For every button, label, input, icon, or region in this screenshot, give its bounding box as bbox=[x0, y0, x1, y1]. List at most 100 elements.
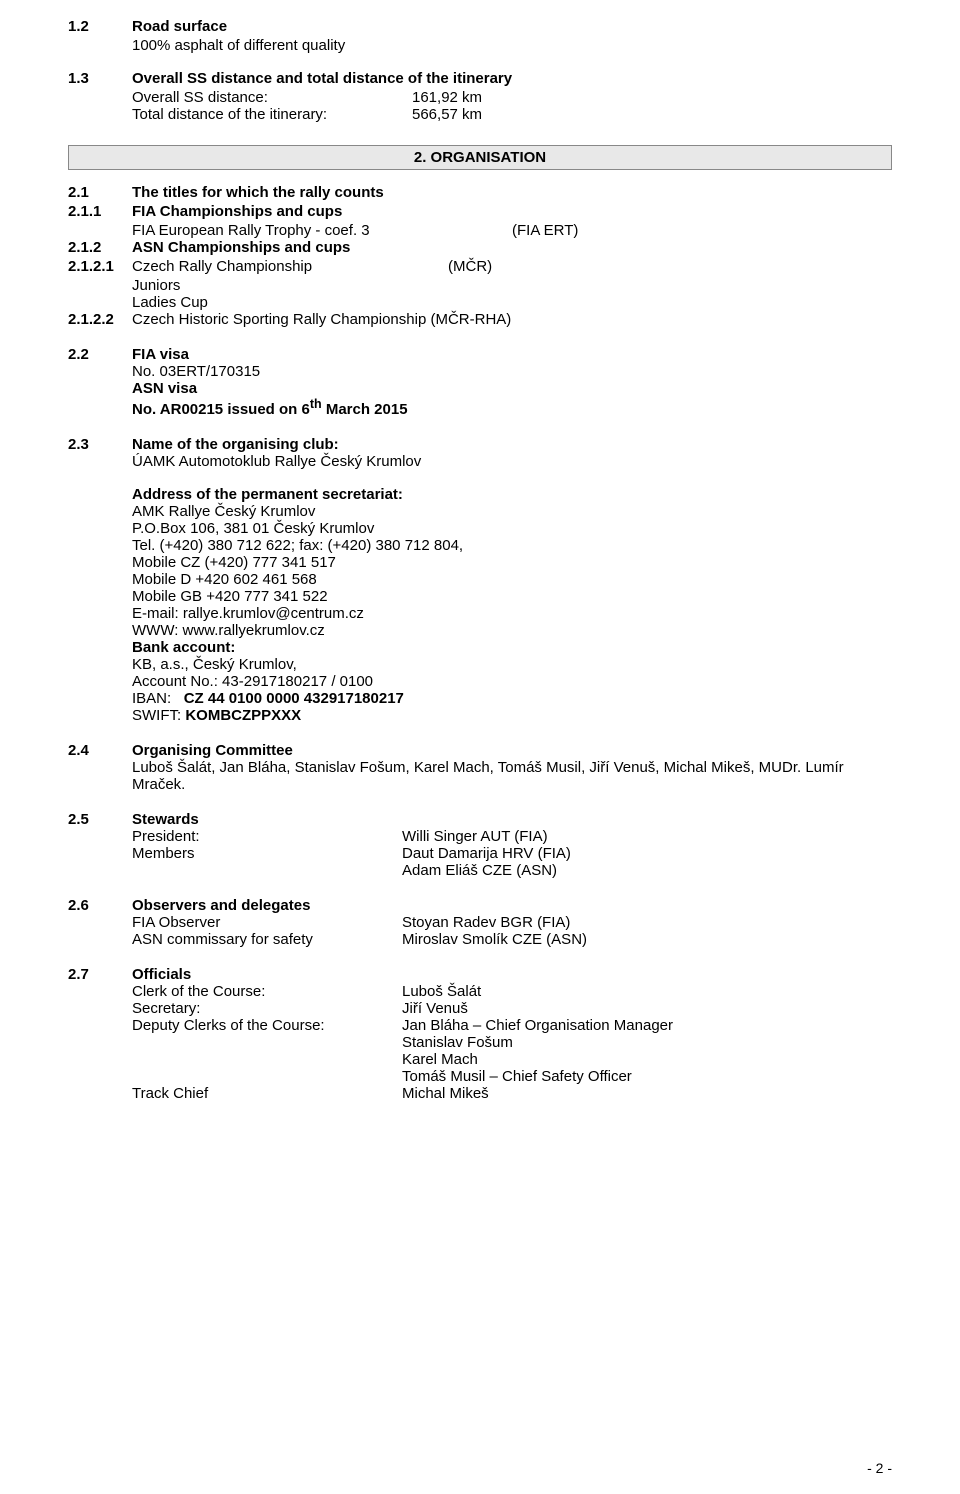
section-num: 2.5 bbox=[68, 811, 132, 879]
value: Daut Damarija HRV (FIA) bbox=[402, 845, 571, 862]
bank-title: Bank account: bbox=[132, 639, 892, 656]
label bbox=[132, 1051, 402, 1068]
section-num: 2.1 bbox=[68, 184, 132, 201]
officials-row: Stanislav Fošum bbox=[132, 1034, 892, 1051]
organisation-header: 2. ORGANISATION bbox=[68, 145, 892, 170]
iban-line: IBAN: CZ 44 0100 0000 432917180217 bbox=[132, 690, 892, 707]
label: Track Chief bbox=[132, 1085, 402, 1102]
section-title: Overall SS distance and total distance o… bbox=[132, 70, 892, 87]
observers-row: ASN commissary for safety Miroslav Smolí… bbox=[132, 931, 892, 948]
section-2-4: 2.4 Organising Committee Luboš Šalát, Ja… bbox=[68, 742, 892, 793]
committee-members: Luboš Šalát, Jan Bláha, Stanislav Fošum,… bbox=[132, 759, 892, 793]
officials-row: Tomáš Musil – Chief Safety Officer bbox=[132, 1068, 892, 1085]
bank-line: KB, a.s., Český Krumlov, bbox=[132, 656, 892, 673]
officials-row: Clerk of the Course: Luboš Šalát bbox=[132, 983, 892, 1000]
label: Members bbox=[132, 845, 402, 862]
asn-visa-no: No. AR00215 issued on 6th March 2015 bbox=[132, 397, 892, 418]
fia-visa-title: FIA visa bbox=[132, 346, 892, 363]
value: Stoyan Radev BGR (FIA) bbox=[402, 914, 570, 931]
addr-line: AMK Rallye Český Krumlov bbox=[132, 503, 892, 520]
observers-row: FIA Observer Stoyan Radev BGR (FIA) bbox=[132, 914, 892, 931]
officials-row: Karel Mach bbox=[132, 1051, 892, 1068]
label: Deputy Clerks of the Course: bbox=[132, 1017, 402, 1034]
section-1-3-row2: Total distance of the itinerary: 566,57 … bbox=[132, 106, 892, 123]
value: 566,57 km bbox=[412, 106, 482, 123]
label bbox=[132, 1068, 402, 1085]
section-2-6: 2.6 Observers and delegates FIA Observer… bbox=[68, 897, 892, 948]
section-body: Czech Rally Championship (MČR) bbox=[132, 258, 892, 275]
value: Michal Mikeš bbox=[402, 1085, 489, 1102]
section-num: 2.1.2.2 bbox=[68, 311, 132, 328]
value: Willi Singer AUT (FIA) bbox=[402, 828, 548, 845]
label: FIA European Rally Trophy - coef. 3 bbox=[132, 222, 512, 239]
value: Adam Eliáš CZE (ASN) bbox=[402, 862, 557, 879]
secretariat-title: Address of the permanent secretariat: bbox=[132, 486, 892, 503]
stewards-row: President: Willi Singer AUT (FIA) bbox=[132, 828, 892, 845]
officials-row: Deputy Clerks of the Course: Jan Bláha –… bbox=[132, 1017, 892, 1034]
section-num: 2.4 bbox=[68, 742, 132, 793]
label: President: bbox=[132, 828, 402, 845]
value: Miroslav Smolík CZE (ASN) bbox=[402, 931, 587, 948]
fia-visa-no: No. 03ERT/170315 bbox=[132, 363, 892, 380]
section-2-1-2-1: 2.1.2.1 Czech Rally Championship (MČR) bbox=[68, 258, 892, 275]
label: Total distance of the itinerary: bbox=[132, 106, 412, 123]
page-number: - 2 - bbox=[867, 1460, 892, 1476]
section-num: 2.7 bbox=[68, 966, 132, 1102]
section-num: 1.2 bbox=[68, 18, 132, 35]
value: Karel Mach bbox=[402, 1051, 478, 1068]
label: Czech Rally Championship bbox=[132, 258, 448, 275]
value: 161,92 km bbox=[412, 89, 482, 106]
section-2-2: 2.2 FIA visa No. 03ERT/170315 ASN visa N… bbox=[68, 346, 892, 418]
bank-line: Account No.: 43-2917180217 / 0100 bbox=[132, 673, 892, 690]
observers-title: Observers and delegates bbox=[132, 897, 892, 914]
section-2-1-2: 2.1.2 ASN Championships and cups bbox=[68, 239, 892, 256]
section-2-7: 2.7 Officials Clerk of the Course: Luboš… bbox=[68, 966, 892, 1102]
section-1-3: 1.3 Overall SS distance and total distan… bbox=[68, 70, 892, 87]
section-num: 1.3 bbox=[68, 70, 132, 87]
section-2-3: 2.3 Name of the organising club: ÚAMK Au… bbox=[68, 436, 892, 724]
section-num: 2.2 bbox=[68, 346, 132, 418]
juniors-line: Juniors bbox=[132, 277, 892, 294]
section-num: 2.1.2 bbox=[68, 239, 132, 256]
email-line: E-mail: rallye.krumlov@centrum.cz bbox=[132, 605, 892, 622]
section-num: 2.1.2.1 bbox=[68, 258, 132, 275]
officials-row: Secretary: Jiří Venuš bbox=[132, 1000, 892, 1017]
swift-line: SWIFT: KOMBCZPPXXX bbox=[132, 707, 892, 724]
section-num: 2.1.1 bbox=[68, 203, 132, 220]
asn-visa-title: ASN visa bbox=[132, 380, 892, 397]
section-2-5: 2.5 Stewards President: Willi Singer AUT… bbox=[68, 811, 892, 879]
value: (MČR) bbox=[448, 258, 492, 275]
value: (FIA ERT) bbox=[512, 222, 578, 239]
section-2-1: 2.1 The titles for which the rally count… bbox=[68, 184, 892, 201]
organising-club-name: ÚAMK Automotoklub Rallye Český Krumlov bbox=[132, 453, 892, 470]
section-num: 2.6 bbox=[68, 897, 132, 948]
section-2-1-1-row: FIA European Rally Trophy - coef. 3 (FIA… bbox=[132, 222, 892, 239]
mobile-line: Mobile CZ (+420) 777 341 517 bbox=[132, 554, 892, 571]
value: Jan Bláha – Chief Organisation Manager bbox=[402, 1017, 673, 1034]
value: Tomáš Musil – Chief Safety Officer bbox=[402, 1068, 632, 1085]
label: FIA Observer bbox=[132, 914, 402, 931]
label: Clerk of the Course: bbox=[132, 983, 402, 1000]
label bbox=[132, 1034, 402, 1051]
section-body: Czech Historic Sporting Rally Championsh… bbox=[132, 311, 892, 328]
stewards-row: Members Daut Damarija HRV (FIA) bbox=[132, 845, 892, 862]
organising-club-title: Name of the organising club: bbox=[132, 436, 892, 453]
section-title: Road surface bbox=[132, 18, 892, 35]
section-title: ASN Championships and cups bbox=[132, 239, 892, 256]
addr-line: P.O.Box 106, 381 01 Český Krumlov bbox=[132, 520, 892, 537]
section-title: The titles for which the rally counts bbox=[132, 184, 892, 201]
section-title: FIA Championships and cups bbox=[132, 203, 892, 220]
officials-row: Track Chief Michal Mikeš bbox=[132, 1085, 892, 1102]
label: Overall SS distance: bbox=[132, 89, 412, 106]
tel-line: Tel. (+420) 380 712 622; fax: (+420) 380… bbox=[132, 537, 892, 554]
section-1-3-row1: Overall SS distance: 161,92 km bbox=[132, 89, 892, 106]
value: Stanislav Fošum bbox=[402, 1034, 513, 1051]
label bbox=[132, 862, 402, 879]
stewards-row: Adam Eliáš CZE (ASN) bbox=[132, 862, 892, 879]
section-2-1-2-2: 2.1.2.2 Czech Historic Sporting Rally Ch… bbox=[68, 311, 892, 328]
section-num: 2.3 bbox=[68, 436, 132, 724]
mobile-line: Mobile GB +420 777 341 522 bbox=[132, 588, 892, 605]
label: Secretary: bbox=[132, 1000, 402, 1017]
label: ASN commissary for safety bbox=[132, 931, 402, 948]
value: Luboš Šalát bbox=[402, 983, 481, 1000]
